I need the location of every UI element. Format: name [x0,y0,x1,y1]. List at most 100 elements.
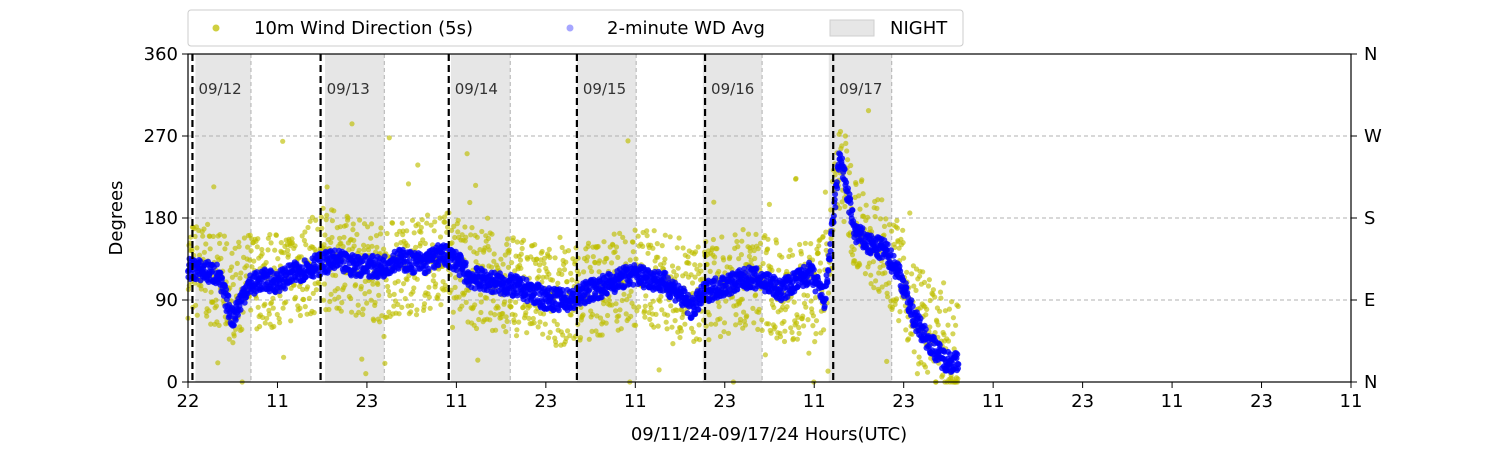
scatter-point [630,249,636,255]
scatter-point [307,218,313,224]
scatter-point [911,349,917,355]
x-axis-label: 09/11/24-09/17/24 Hours(UTC) [631,424,907,445]
scatter-point [245,244,251,250]
scatter-point [489,231,495,237]
scatter-point [386,135,392,141]
scatter-point [270,305,276,311]
scatter-point [386,309,392,315]
scatter-point [194,312,200,318]
scatter-point [643,293,649,299]
avg-point [225,292,232,299]
x-tick-label: 22 [177,391,200,412]
scatter-point [376,292,382,298]
scatter-point [822,189,829,195]
scatter-point [327,298,333,305]
scatter-point [478,299,484,305]
avg-point [514,292,521,299]
scatter-point [200,233,206,239]
avg-point [695,306,702,313]
legend-marker [566,24,574,32]
night-band [702,54,763,382]
scatter-point [841,218,847,225]
scatter-point [472,302,478,308]
scatter-point [411,285,417,291]
scatter-point [255,236,261,242]
x-axis-ticks: 22 11 23 11 23 11 23 11 23 11 23 11 23 11 [177,382,1362,412]
scatter-point [237,275,243,281]
scatter-point [648,305,654,311]
scatter-point [717,333,724,340]
scatter-point [201,249,207,255]
scatter-point [202,287,208,293]
avg-point [896,263,903,270]
scatter-point [828,207,834,213]
avg-point [825,267,832,274]
scatter-point [473,259,479,265]
scatter-point [787,247,793,253]
scatter-point [541,311,547,317]
scatter-point [659,307,665,313]
legend-label: 2-minute WD Avg [607,18,765,39]
scatter-point [873,278,879,284]
scatter-point [589,328,595,334]
scatter-point [746,253,753,259]
scatter-point [620,234,626,240]
scatter-point [857,262,863,268]
scatter-point [630,239,636,245]
scatter-point [911,283,917,289]
scatter-point [751,320,757,326]
scatter-point [230,281,236,288]
scatter-point [371,317,377,324]
scatter-point [913,287,919,293]
scatter-point [868,281,874,287]
scatter-point [922,364,929,370]
scatter-point [768,330,774,336]
scatter-point [521,237,527,243]
scatter-point [920,269,926,275]
scatter-point [597,315,604,321]
scatter-point [455,217,461,223]
scatter-point [514,239,520,245]
scatter-point [574,279,580,285]
scatter-point [404,228,410,234]
scatter-point [272,247,278,253]
scatter-point [361,242,367,248]
scatter-point [698,268,704,274]
scatter-point [333,272,339,279]
night-shading-layer [195,54,893,382]
scatter-point [277,293,283,299]
scatter-point [870,259,877,265]
day-label: 09/12 [198,80,241,98]
scatter-point [900,240,906,246]
scatter-point [669,324,675,330]
scatter-point [236,239,242,245]
scatter-point [945,322,951,328]
scatter-point [490,298,496,304]
scatter-point [409,217,416,223]
scatter-point [203,241,209,247]
avg-point [630,281,637,288]
scatter-point [753,292,759,298]
scatter-point [716,304,722,310]
avg-point [902,280,909,287]
scatter-point [405,181,412,187]
scatter-point [823,247,829,253]
avg-point [917,315,924,322]
scatter-point [932,294,938,300]
scatter-point [585,240,592,246]
scatter-point [463,234,469,240]
scatter-point [504,318,510,324]
scatter-point [751,247,757,254]
scatter-point [697,262,703,268]
avg-point [425,265,432,272]
scatter-point [941,332,947,338]
scatter-point [839,199,845,205]
scatter-point [796,324,802,331]
avg-point [843,179,850,186]
avg-point [824,279,831,286]
scatter-point [474,250,480,256]
scatter-point [641,308,648,314]
scatter-point [329,234,335,241]
scatter-point [509,260,515,266]
scatter-point [206,308,212,314]
